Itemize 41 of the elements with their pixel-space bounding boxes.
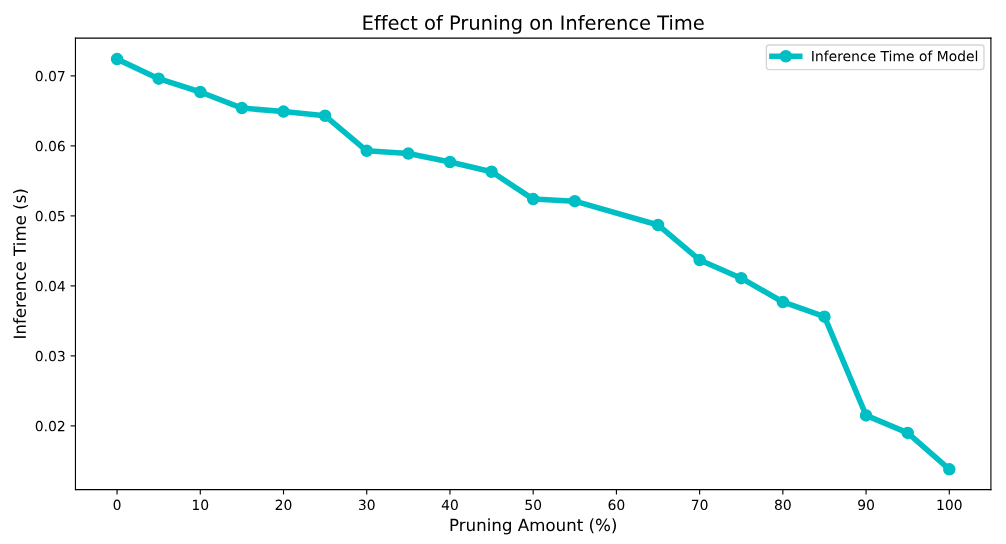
legend-label: Inference Time of Model (812, 50, 978, 62)
point (651, 218, 665, 232)
point (526, 192, 540, 206)
point (901, 426, 914, 440)
y-tick-label: 0.05 (35, 210, 65, 222)
point (360, 144, 373, 158)
x-tick-label: 50 (525, 499, 542, 511)
y-tick-label: 0.04 (35, 280, 65, 292)
x-tick-label: 30 (358, 499, 375, 511)
x-axis-title: Pruning Amount (%) (450, 518, 616, 535)
point (152, 72, 165, 85)
point (818, 310, 831, 323)
x-tick-label: 10 (192, 499, 209, 511)
point (734, 271, 748, 285)
point (235, 101, 249, 115)
point (485, 165, 498, 179)
point (194, 85, 207, 99)
x-tick-label: 60 (608, 499, 625, 511)
x-tick-label: 0 (113, 499, 121, 511)
point (568, 194, 582, 208)
x-tick-label: 70 (691, 499, 708, 511)
x-tick-label: 90 (858, 499, 874, 511)
y-tick-label: 0.07 (35, 70, 65, 82)
y-tick-label: 0.02 (35, 420, 65, 432)
chart-title: Effect of Pruning on Inference Time (363, 14, 704, 34)
point (277, 105, 290, 118)
point (776, 295, 790, 309)
point (318, 109, 332, 123)
point (693, 253, 706, 267)
y-tick-label: 0.06 (35, 140, 65, 152)
x-tick-label: 80 (774, 499, 791, 511)
y-tick-label: 0.03 (35, 350, 65, 362)
x-tick-label: 100 (937, 499, 962, 511)
x-tick-label: 20 (275, 499, 292, 511)
point (943, 463, 956, 476)
point (859, 409, 873, 422)
point (110, 52, 124, 66)
y-axis-title: Inference Time (s) (13, 189, 28, 338)
point (443, 155, 457, 169)
point (402, 147, 415, 160)
x-tick-label: 40 (441, 499, 458, 511)
